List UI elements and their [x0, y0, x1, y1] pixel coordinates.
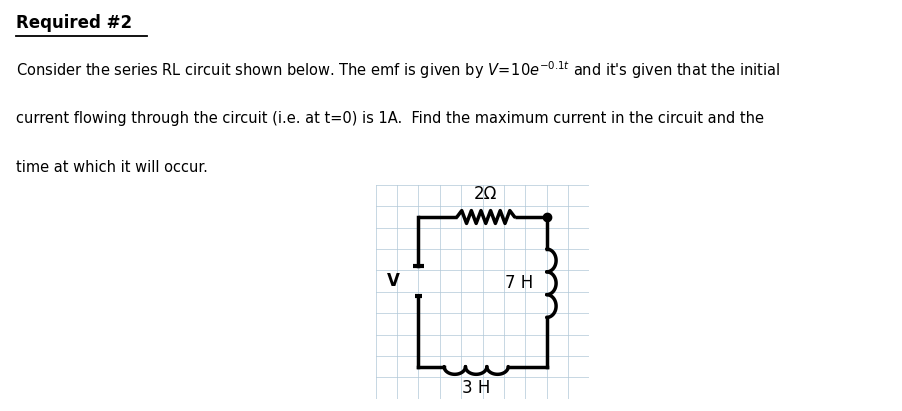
Text: 2Ω: 2Ω — [474, 185, 498, 203]
Text: 7 H: 7 H — [504, 274, 533, 292]
Text: current flowing through the circuit (i.e. at t=0) is 1A.  Find the maximum curre: current flowing through the circuit (i.e… — [16, 111, 764, 126]
Text: Consider the series RL circuit shown below. The emf is given by $V\!=\!10e^{-0.1: Consider the series RL circuit shown bel… — [16, 60, 780, 81]
Text: V: V — [388, 272, 400, 290]
Text: Required #2: Required #2 — [16, 14, 133, 32]
Text: 3 H: 3 H — [462, 379, 491, 397]
Text: time at which it will occur.: time at which it will occur. — [16, 160, 208, 175]
